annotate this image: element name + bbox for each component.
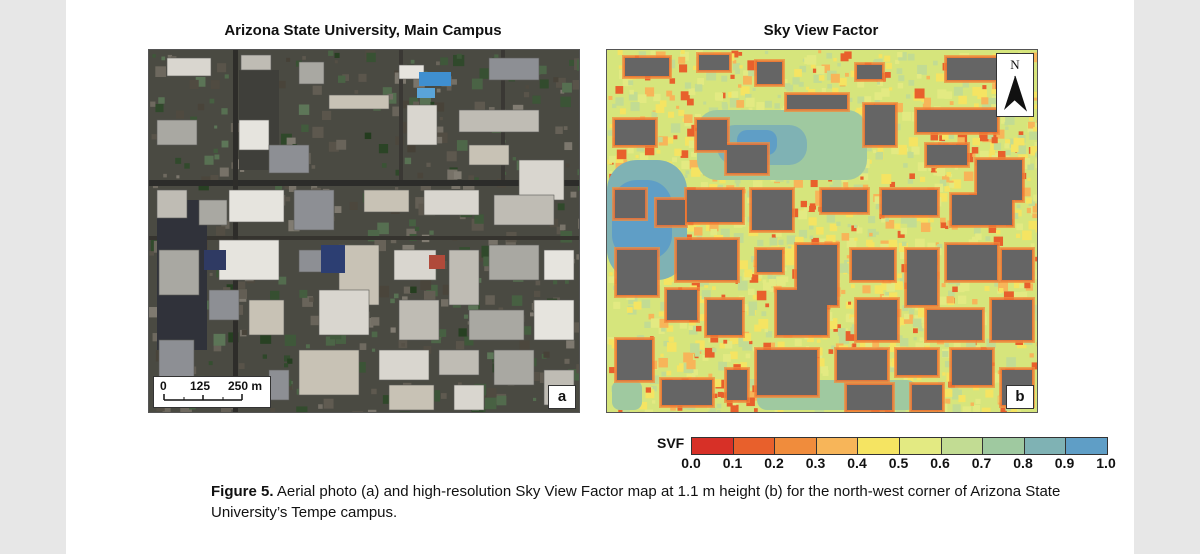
- legend-colorbar: [691, 437, 1108, 455]
- legend-tick-label: 0.1: [722, 455, 743, 471]
- scale-bar: 0 125 250 m: [153, 376, 271, 408]
- legend-tick-label: 0.6: [930, 455, 950, 471]
- legend-swatch: [941, 438, 984, 454]
- panel-a-letter: a: [548, 385, 576, 409]
- legend-swatch: [983, 438, 1025, 454]
- scale-label-0: 0: [160, 379, 167, 393]
- caption-text: Aerial photo (a) and high-resolution Sky…: [211, 483, 1061, 521]
- legend-tick-label: 0.8: [1013, 455, 1033, 471]
- aerial-photo-panel: 0 125 250 m a: [148, 49, 580, 413]
- legend-tick-label: 0.9: [1054, 455, 1075, 471]
- legend-tick-label: 0.0: [681, 455, 701, 471]
- scale-label-250: 250 m: [228, 379, 263, 393]
- legend-tick-label: 0.7: [971, 455, 992, 471]
- north-label: N: [1010, 57, 1020, 72]
- scale-label-125: 125: [190, 379, 211, 393]
- legend-swatch: [1066, 438, 1107, 454]
- figure-caption: Figure 5. Aerial photo (a) and high-reso…: [211, 481, 1111, 523]
- legend-tick-label: 0.3: [805, 455, 826, 471]
- legend-swatch: [775, 438, 817, 454]
- scale-bar-line: [163, 394, 243, 401]
- panel-b-letter: b: [1006, 385, 1034, 409]
- caption-label: Figure 5.: [211, 483, 274, 500]
- legend-swatch: [899, 438, 942, 454]
- panel-a-title: Arizona State University, Main Campus: [224, 22, 502, 39]
- aerial-photo-image: [149, 50, 579, 412]
- north-arrow-icon: [1004, 75, 1028, 112]
- legend-swatch: [692, 438, 734, 454]
- svf-map-image: [607, 50, 1037, 412]
- legend-tick-label: 1.0: [1096, 455, 1116, 471]
- legend-swatch: [816, 438, 859, 454]
- legend-title: SVF: [657, 435, 685, 451]
- svf-map-panel: N b: [606, 49, 1038, 413]
- legend-tick-label: 0.4: [847, 455, 867, 471]
- legend-swatch: [1024, 438, 1067, 454]
- legend-tick-label: 0.2: [764, 455, 784, 471]
- north-arrow: N: [996, 53, 1034, 117]
- paper-page: Arizona State University, Main Campus Sk…: [66, 0, 1134, 554]
- legend-swatch: [858, 438, 900, 454]
- legend-swatch: [733, 438, 776, 454]
- legend-tick-label: 0.5: [888, 455, 909, 471]
- panel-b-title: Sky View Factor: [763, 22, 879, 39]
